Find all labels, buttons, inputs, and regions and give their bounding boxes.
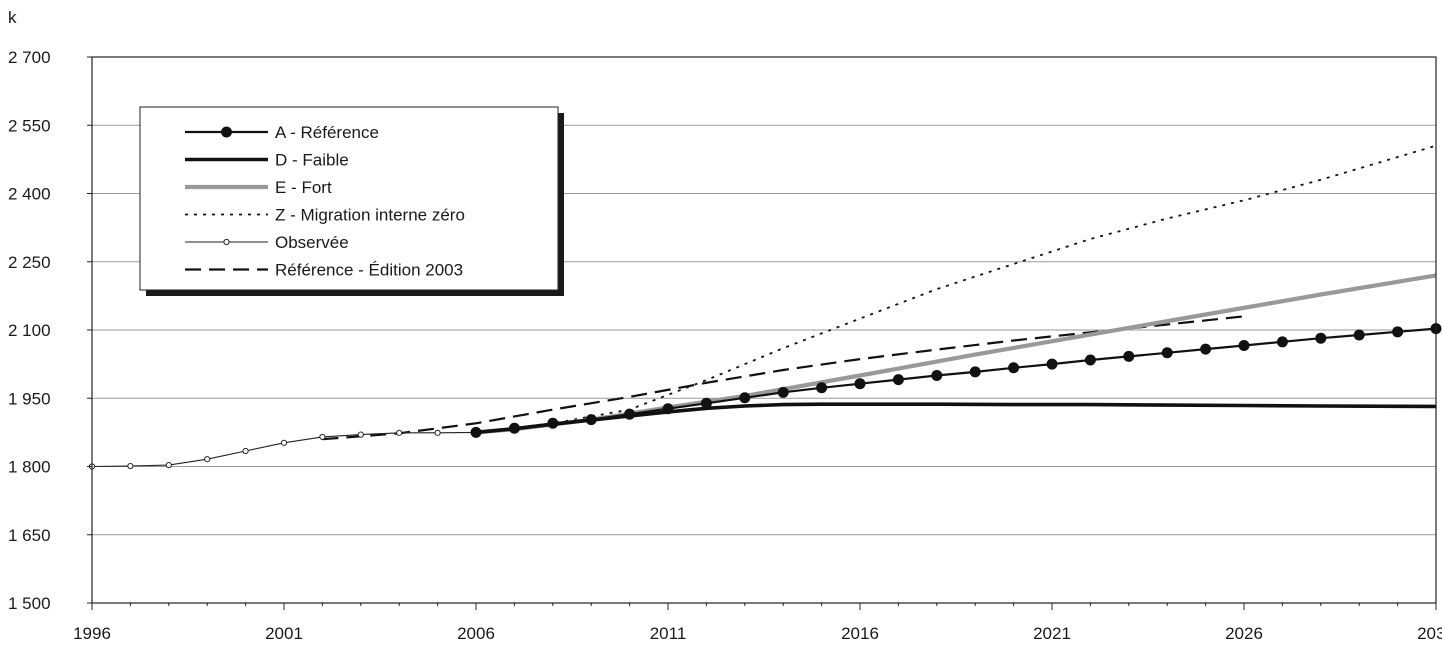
x-tick-label: 2001 [265,624,303,643]
legend-label-z-migration-interne-zero: Z - Migration interne zéro [275,206,465,225]
data-point-observee [242,447,249,455]
series-line-reference-edition-2003 [322,315,1245,441]
axes: 1 500 1 650 1 800 1 950 2 100 2 250 2 400 2 550… [8,48,1442,643]
legend-label-e-fort: E - Fort [275,178,332,197]
data-point-a-reference [585,414,597,426]
data-point-a-reference [1392,326,1404,338]
series-group [88,144,1442,470]
y-axis-unit-label: k [8,8,17,27]
series-line-observee [91,431,477,468]
legend-marker-a-reference [221,126,232,138]
y-tick-label: 2 100 [8,321,51,340]
data-point-a-reference [624,408,636,420]
data-point-a-reference [547,417,559,429]
series-line-a-reference [475,327,1437,434]
series-line-z-migration-interne-zero [475,144,1437,434]
data-point-a-reference [1200,343,1212,355]
data-point-a-reference [931,370,943,381]
y-tick-label: 1 650 [8,526,51,545]
data-point-a-reference [1276,336,1288,348]
data-point-a-reference [508,422,520,434]
data-point-observee [127,462,134,470]
data-point-a-reference [816,382,828,394]
y-tick-label: 2 250 [8,253,51,272]
data-point-a-reference [1084,354,1096,366]
data-point-a-reference [1123,350,1135,362]
data-point-observee [165,462,172,469]
legend-box [139,106,559,291]
data-point-observee [357,431,364,438]
x-tick-label: 2011 [650,624,687,643]
legend-label-observee: Observée [275,233,349,252]
data-point-observee [319,433,326,441]
series-line-d-faible [475,402,1437,435]
x-tick-label: 1996 [73,624,111,643]
data-point-a-reference [470,426,482,438]
data-point-a-reference [1315,332,1327,344]
data-point-a-reference [1046,358,1058,370]
data-point-a-reference [662,403,674,415]
legend: A - Référence D - Faible E - Fort Z - Migra… [139,106,564,296]
data-point-observee [204,456,211,463]
x-tick-label: 2016 [841,624,879,643]
data-point-a-reference [1238,339,1250,351]
x-tick-label: 2006 [457,624,495,643]
data-point-a-reference [739,392,751,404]
x-tick-label: 2026 [1225,624,1263,643]
plot-frame [91,56,1437,604]
legend-label-d-faible: D - Faible [275,151,349,170]
data-point-a-reference [777,386,789,398]
data-point-a-reference [969,366,981,378]
legend-label-reference-edition-2003: Référence - Édition 2003 [275,261,463,280]
data-point-observee [396,429,403,436]
data-point-observee [434,429,441,436]
y-tick-label: 2 550 [8,116,51,135]
y-tick-label: 2 400 [8,185,51,204]
data-point-a-reference [1008,362,1020,374]
y-tick-label: 1 500 [8,594,51,613]
data-point-observee [280,439,288,446]
data-point-a-reference [892,374,904,386]
data-point-a-reference [1353,329,1365,341]
y-tick-label: 1 950 [8,389,51,408]
x-tick-label: 2031 [1417,624,1442,643]
data-point-a-reference [854,378,866,390]
data-point-a-reference [1161,347,1173,359]
series-line-e-fort [475,273,1437,435]
y-tick-label: 1 800 [8,458,51,477]
x-tick-label: 2021 [1033,624,1071,643]
legend-marker-observee [223,238,230,246]
y-tick-label: 2 700 [8,48,51,67]
data-point-a-reference [700,397,712,409]
legend-label-a-reference: A - Référence [275,123,379,142]
